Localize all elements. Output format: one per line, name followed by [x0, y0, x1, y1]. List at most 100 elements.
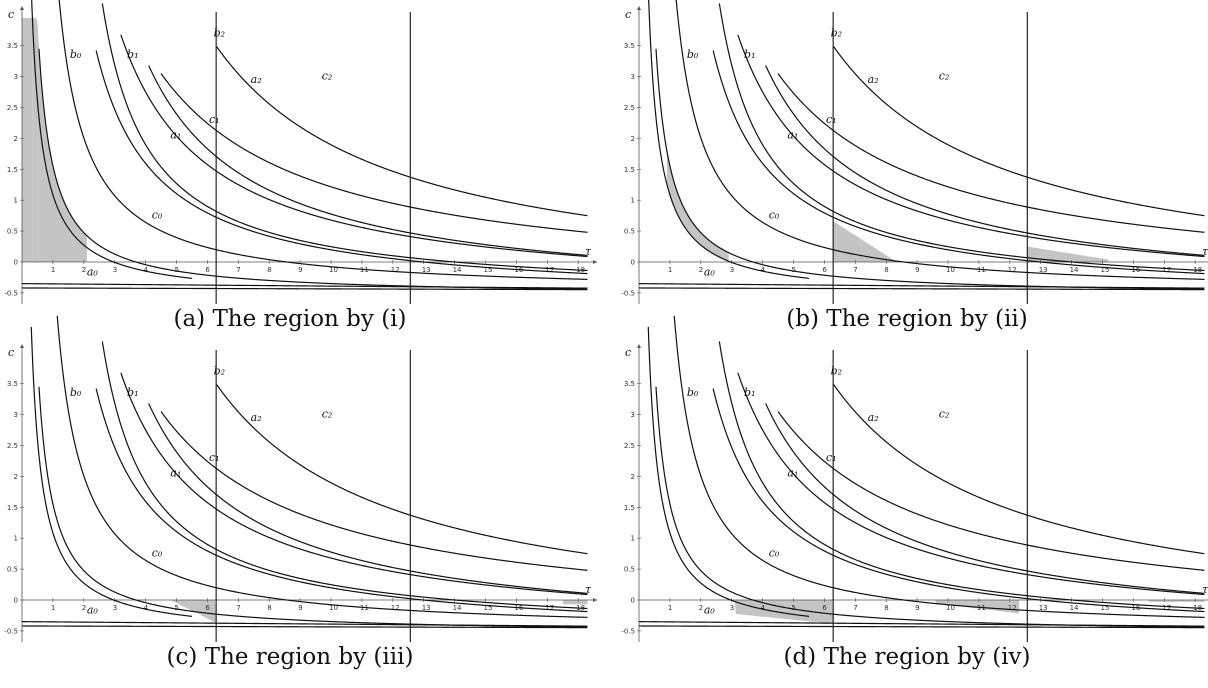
- plot-a: τc1 2 3 4 5 6 7 8 9 10 11 12 13 14 15 16 17 183.532.521.5…: [4, 0, 597, 304]
- curve-label-c1: c₁: [209, 451, 220, 464]
- x-tick-label: 7: [236, 266, 240, 274]
- x-tick-label: 1: [51, 604, 55, 612]
- y-tick-label: 0: [14, 597, 18, 605]
- shaded-region: [32, 17, 87, 262]
- y-tick-label: -0.5: [621, 289, 635, 297]
- x-tick-label: 5: [175, 266, 179, 274]
- curve-label-a0: a₀: [87, 266, 99, 279]
- curve-a1: [101, 341, 588, 610]
- x-tick-label: 8: [884, 266, 888, 274]
- curve-c1: [120, 372, 588, 596]
- y-tick-label: 0.5: [7, 228, 18, 236]
- x-tick-label: 13: [422, 604, 431, 612]
- curve-label-b1: b₁: [744, 386, 755, 399]
- curve-label-c1: c₁: [209, 113, 220, 126]
- shaded-region: [666, 150, 729, 262]
- curve-c0: [675, 0, 1205, 280]
- curve-a2: [148, 65, 588, 256]
- curve-label-c2: c₂: [322, 70, 333, 83]
- curve-label-a2: a₂: [251, 73, 262, 86]
- curve-label-b2: b₂: [831, 26, 842, 39]
- curve-c1: [737, 372, 1205, 596]
- curve-label-b0: b₀: [687, 386, 699, 399]
- y-tick-label: 1.5: [7, 504, 18, 512]
- curve-a2: [765, 403, 1205, 594]
- y-tick-label: 3: [14, 411, 18, 419]
- x-tick-label: 3: [113, 604, 117, 612]
- y-tick-label: 2: [631, 473, 635, 481]
- curve-label-a1: a₁: [170, 128, 181, 141]
- curve-c1: [737, 34, 1205, 258]
- tau-axis-arrow: [593, 598, 597, 602]
- curve-a0: [647, 326, 810, 617]
- x-tick-label: 13: [422, 266, 431, 274]
- x-tick-label: 12: [391, 604, 400, 612]
- x-tick-label: 8: [267, 266, 271, 274]
- x-tick-label: 4: [761, 604, 766, 612]
- caption-d: (d) The region by (iv): [783, 644, 1031, 670]
- curve-b2: [777, 411, 1205, 571]
- curve-label-c2: c₂: [939, 408, 950, 421]
- y-tick-label: 0.5: [624, 228, 635, 236]
- x-tick-label: 8: [267, 604, 271, 612]
- plot-c: τc1 2 3 4 5 6 7 8 9 10 11 12 13 14 15 16 17 183.532.521.5…: [4, 315, 597, 642]
- curve-a2: [148, 403, 588, 594]
- panel-d: τ c 1 2 3 4 5 6 7 8 9 10 11 12 13 14 15 16 17 18 3.5 3 2.5 2 1.5…: [619, 315, 1208, 688]
- x-tick-label: 17: [1162, 266, 1171, 274]
- x-tick-label: 1: [668, 266, 672, 274]
- curve-c2: [216, 46, 588, 217]
- curve-c0: [673, 315, 1205, 618]
- curve-b2: [777, 73, 1205, 233]
- x-tick-label: 5: [792, 266, 796, 274]
- curve-label-a0: a₀: [87, 604, 99, 617]
- curve-c2: [216, 384, 588, 555]
- y-tick-label: 3: [631, 411, 635, 419]
- x-tick-label: 6: [822, 604, 827, 612]
- x-tick-label: 3: [730, 266, 734, 274]
- x-tick-label: 15: [1101, 266, 1110, 274]
- y-tick-label: 3.5: [7, 42, 18, 50]
- y-tick-label: 2.5: [624, 442, 635, 450]
- c-axis-arrow: [637, 6, 641, 10]
- x-tick-label: 9: [298, 266, 302, 274]
- x-tick-label: 14: [453, 266, 462, 274]
- shaded-region: [562, 600, 588, 605]
- y-tick-label: 1.5: [624, 504, 635, 512]
- curve-b2: [160, 73, 588, 233]
- x-tick-label: 13: [1039, 604, 1048, 612]
- x-tick-label: 4: [144, 266, 149, 274]
- x-tick-label: 12: [1008, 266, 1017, 274]
- shaded-region: [833, 221, 905, 262]
- curve-label-b2: b₂: [214, 364, 225, 377]
- y-tick-label: -0.5: [621, 627, 635, 635]
- caption-b: (b) The region by (ii): [786, 306, 1028, 332]
- curve-label-b1: b₁: [744, 48, 755, 61]
- y-tick-label: 2: [14, 135, 18, 143]
- curve-b1: [712, 50, 1205, 275]
- c-axis-arrow: [20, 6, 24, 10]
- x-tick-label: 14: [453, 604, 462, 612]
- y-tick-label: 1.5: [624, 166, 635, 174]
- curve-label-c1: c₁: [826, 113, 837, 126]
- x-tick-label: 17: [1162, 604, 1171, 612]
- c-axis-arrow: [637, 344, 641, 348]
- shaded-region: [170, 600, 217, 623]
- curve-label-c0: c₀: [769, 547, 780, 560]
- y-tick-label: 1.5: [7, 166, 18, 174]
- y-tick-label: 3: [631, 73, 635, 81]
- curve-label-c2: c₂: [322, 408, 333, 421]
- x-tick-label: 9: [915, 604, 919, 612]
- curve-b0: [38, 386, 588, 628]
- x-tick-label: 14: [1070, 604, 1079, 612]
- curve-c1: [120, 34, 588, 258]
- x-tick-label: 6: [822, 266, 827, 274]
- x-tick-label: 12: [391, 266, 400, 274]
- y-tick-label: 0.5: [624, 566, 635, 574]
- curve-a1: [718, 341, 1205, 610]
- x-axis-label: τ: [1202, 245, 1208, 258]
- x-tick-label: 10: [329, 266, 338, 274]
- curve-b0-lower: [639, 625, 1205, 629]
- curve-label-c0: c₀: [152, 209, 163, 222]
- caption-a: (a) The region by (i): [173, 306, 407, 332]
- y-tick-label: 2: [14, 473, 18, 481]
